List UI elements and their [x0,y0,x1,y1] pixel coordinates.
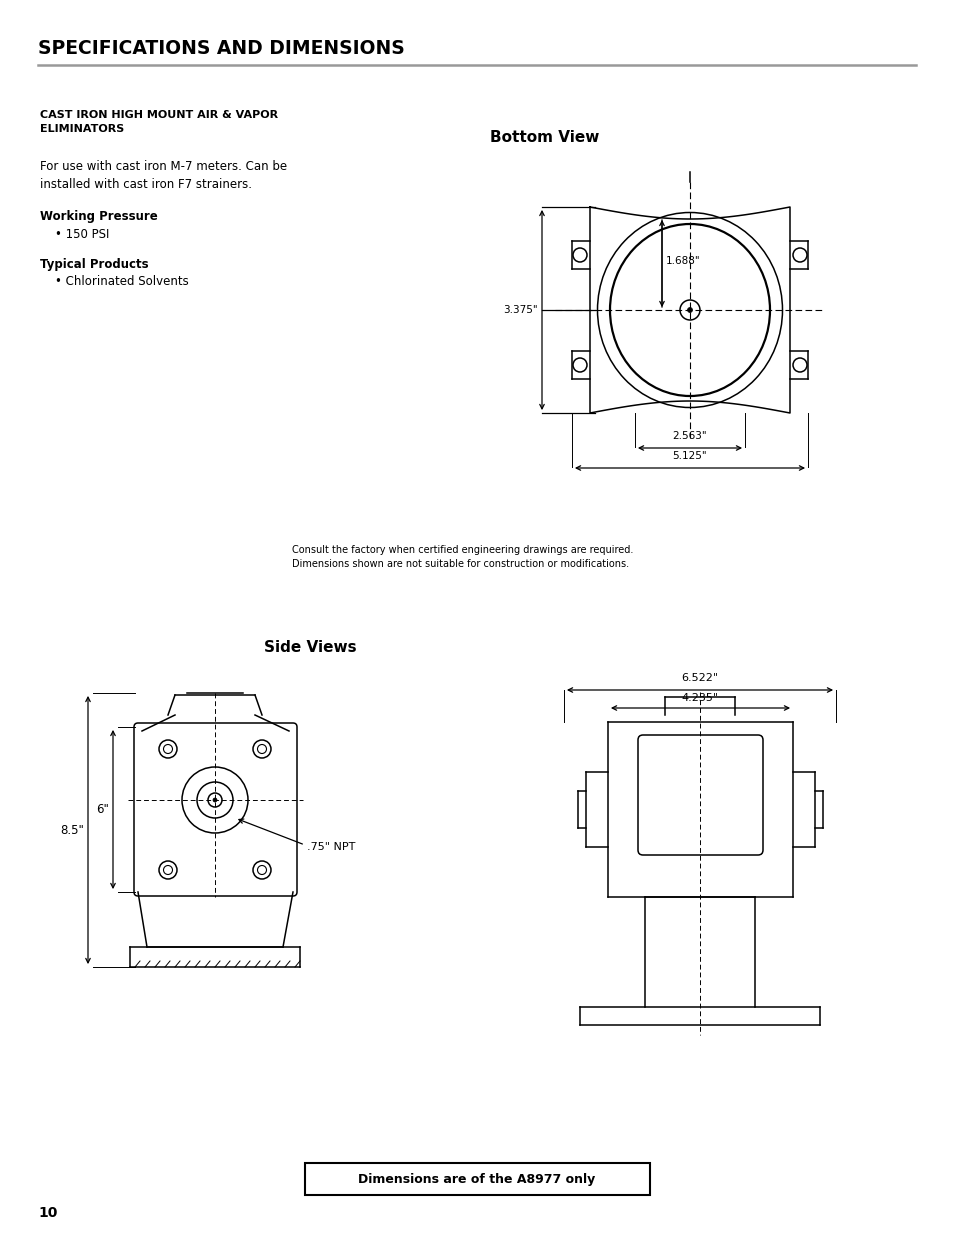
Text: 2.563": 2.563" [672,431,706,441]
Text: 5.125": 5.125" [672,451,706,461]
Text: 6": 6" [96,803,109,816]
Text: Consult the factory when certified engineering drawings are required.: Consult the factory when certified engin… [292,545,633,555]
Text: CAST IRON HIGH MOUNT AIR & VAPOR
ELIMINATORS: CAST IRON HIGH MOUNT AIR & VAPOR ELIMINA… [40,110,278,135]
Text: 1.688": 1.688" [665,256,700,266]
Text: 6.522": 6.522" [680,673,718,683]
Text: 8.5": 8.5" [60,824,84,836]
Text: Typical Products: Typical Products [40,258,149,270]
FancyBboxPatch shape [305,1163,649,1195]
Text: • Chlorinated Solvents: • Chlorinated Solvents [55,275,189,288]
Text: 10: 10 [38,1207,57,1220]
Text: Dimensions are of the A8977 only: Dimensions are of the A8977 only [358,1172,595,1186]
Circle shape [213,798,216,802]
Text: Working Pressure: Working Pressure [40,210,157,224]
Text: • 150 PSI: • 150 PSI [55,228,110,241]
Text: 3.375": 3.375" [503,305,537,315]
Text: Side Views: Side Views [263,640,355,655]
Text: .75" NPT: .75" NPT [307,842,355,852]
Text: SPECIFICATIONS AND DIMENSIONS: SPECIFICATIONS AND DIMENSIONS [38,38,404,58]
Text: For use with cast iron M-7 meters. Can be
installed with cast iron F7 strainers.: For use with cast iron M-7 meters. Can b… [40,161,287,191]
Text: 4.235": 4.235" [680,693,718,703]
Circle shape [687,308,692,312]
Text: Dimensions shown are not suitable for construction or modifications.: Dimensions shown are not suitable for co… [292,559,628,569]
Text: Bottom View: Bottom View [490,130,598,144]
